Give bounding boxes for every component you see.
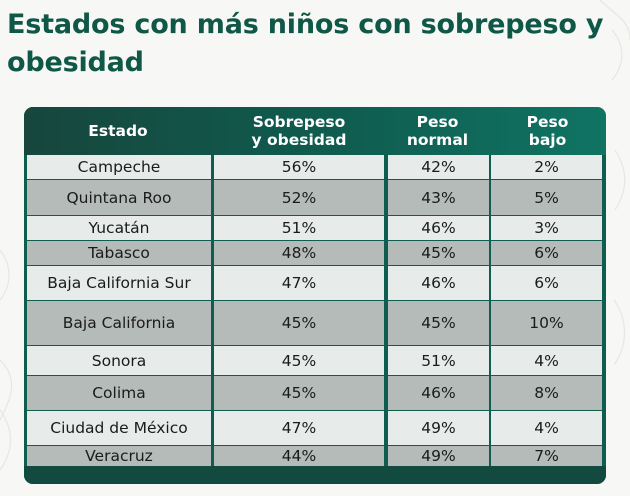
cell-overweight-obesity: 44% xyxy=(214,446,384,466)
cell-state: Veracruz xyxy=(27,446,211,466)
cell-overweight-obesity: 45% xyxy=(214,376,384,410)
cell-underweight: 6% xyxy=(491,266,602,300)
cell-state: Colima xyxy=(27,376,211,410)
cell-state: Sonora xyxy=(27,346,211,375)
table-footer-bar xyxy=(24,466,606,484)
header-peso-normal: Peso normal xyxy=(406,113,469,149)
cell-overweight-obesity: 45% xyxy=(214,301,384,345)
cell-underweight: 7% xyxy=(491,446,602,466)
cell-normal-weight: 46% xyxy=(388,266,489,300)
data-table: Estado Sobrepeso y obesidad Peso normal … xyxy=(24,107,606,484)
cell-state: Yucatán xyxy=(27,216,211,240)
cell-overweight-obesity: 48% xyxy=(214,241,384,265)
cell-overweight-obesity: 45% xyxy=(214,346,384,375)
page-title: Estados con más niños con sobrepeso y ob… xyxy=(7,9,604,78)
cell-underweight: 5% xyxy=(491,180,602,215)
cell-state: Baja California Sur xyxy=(27,266,211,300)
cell-normal-weight: 45% xyxy=(388,241,489,265)
cell-overweight-obesity: 47% xyxy=(214,411,384,445)
cell-underweight: 10% xyxy=(491,301,602,345)
cell-state: Quintana Roo xyxy=(27,180,211,215)
cell-normal-weight: 49% xyxy=(388,411,489,445)
header-peso-bajo: Peso bajo xyxy=(526,113,569,149)
cell-normal-weight: 43% xyxy=(388,180,489,215)
cell-normal-weight: 45% xyxy=(388,301,489,345)
cell-overweight-obesity: 51% xyxy=(214,216,384,240)
table-header xyxy=(24,107,606,155)
cell-normal-weight: 42% xyxy=(388,155,489,179)
cell-underweight: 8% xyxy=(491,376,602,410)
cell-overweight-obesity: 47% xyxy=(214,266,384,300)
header-estado: Estado xyxy=(88,122,148,140)
cell-underweight: 3% xyxy=(491,216,602,240)
cell-normal-weight: 51% xyxy=(388,346,489,375)
cell-overweight-obesity: 56% xyxy=(214,155,384,179)
cell-underweight: 2% xyxy=(491,155,602,179)
cell-underweight: 4% xyxy=(491,346,602,375)
cell-normal-weight: 49% xyxy=(388,446,489,466)
cell-state: Baja California xyxy=(27,301,211,345)
cell-underweight: 4% xyxy=(491,411,602,445)
header-sobrepeso-obesidad: Sobrepeso y obesidad xyxy=(251,113,347,149)
cell-state: Tabasco xyxy=(27,241,211,265)
cell-normal-weight: 46% xyxy=(388,216,489,240)
cell-underweight: 6% xyxy=(491,241,602,265)
cell-normal-weight: 46% xyxy=(388,376,489,410)
cell-state: Campeche xyxy=(27,155,211,179)
cell-overweight-obesity: 52% xyxy=(214,180,384,215)
cell-state: Ciudad de México xyxy=(27,411,211,445)
